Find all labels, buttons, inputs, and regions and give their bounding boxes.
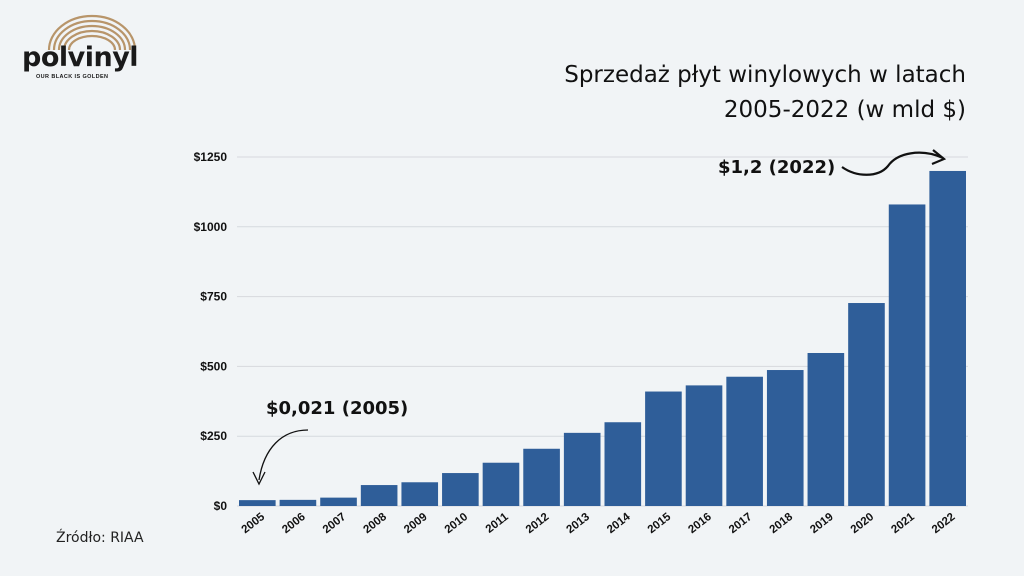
chart-title: Sprzedaż płyt winylowych w latach 2005-2… [564,58,966,128]
annotation-2022: $1,2 (2022) [718,149,947,178]
bar-2011 [482,462,520,506]
arrow-2005-icon [258,429,309,481]
x-tick-label: 2009 [402,511,430,536]
x-axis-ticks: 2005 2006 2007 2008 2009 2010 2011 2012 2013 2014… [240,511,958,537]
grid-lines [237,156,968,507]
bar-2005 [239,500,276,506]
bar-2015 [645,391,682,506]
bar-2006 [279,499,317,506]
chart-title-line1: Sprzedaż płyt winylowych w latach [564,62,966,88]
x-tick-label: 2020 [849,511,877,536]
y-tick-label: $750 [200,290,227,304]
bar-2016 [685,385,723,506]
x-tick-label: 2019 [808,511,836,536]
x-tick-label: 2021 [889,511,917,537]
bars [239,170,966,507]
vinyl-arc-logo-icon [47,14,137,51]
bar-2014 [604,422,642,506]
x-tick-label: 2016 [686,511,714,536]
arrowhead-2005-icon [252,471,266,486]
logo-tagline: OUR BLACK IS GOLDEN [36,74,109,80]
bar-2018 [766,370,804,506]
y-tick-label: $1250 [194,150,228,164]
bar-2008 [360,485,398,506]
x-tick-label: 2018 [768,511,796,537]
y-tick-label: $250 [200,429,227,443]
x-tick-label: 2015 [646,511,674,537]
annotation-2005: $0,021 (2005) [252,398,408,486]
x-tick-label: 2010 [443,511,471,536]
x-tick-label: 2008 [361,511,389,537]
arrowhead-2022-icon [931,149,947,166]
polvinyl-logo: polvinyl OUR BLACK IS GOLDEN [22,12,152,82]
x-tick-label: 2022 [930,511,958,536]
bar-2021 [888,204,926,507]
logo-wordmark: polvinyl [22,42,139,73]
bar-2013 [563,432,601,506]
bar-2009 [401,482,439,506]
bar-2010 [442,473,479,506]
x-tick-label: 2007 [321,511,349,536]
x-tick-label: 2005 [240,511,268,537]
x-tick-label: 2014 [605,511,633,537]
chart-title-line2: 2005-2022 (w mld $) [723,97,966,123]
bar-2019 [807,352,845,506]
annotation-2005-label: $0,021 (2005) [266,398,408,419]
bar-2022 [929,170,966,506]
x-tick-label: 2012 [524,511,552,536]
bar-2007 [320,497,357,506]
bar-2017 [726,376,763,506]
bar-2020 [848,303,885,506]
y-tick-label: $500 [200,359,227,373]
annotation-2022-label: $1,2 (2022) [718,157,835,178]
bar-2012 [523,448,560,506]
y-tick-label: $0 [214,499,228,513]
x-tick-label: 2013 [564,511,592,536]
x-tick-label: 2017 [727,511,755,536]
source-note: Źródło: RIAA [56,530,144,546]
y-tick-label: $1000 [194,220,228,234]
x-tick-label: 2006 [280,511,308,536]
x-tick-label: 2011 [484,511,512,536]
y-axis-ticks: $0 $250 $500 $750 $1000 $1250 [194,150,228,513]
arrow-2022-icon [841,151,944,176]
